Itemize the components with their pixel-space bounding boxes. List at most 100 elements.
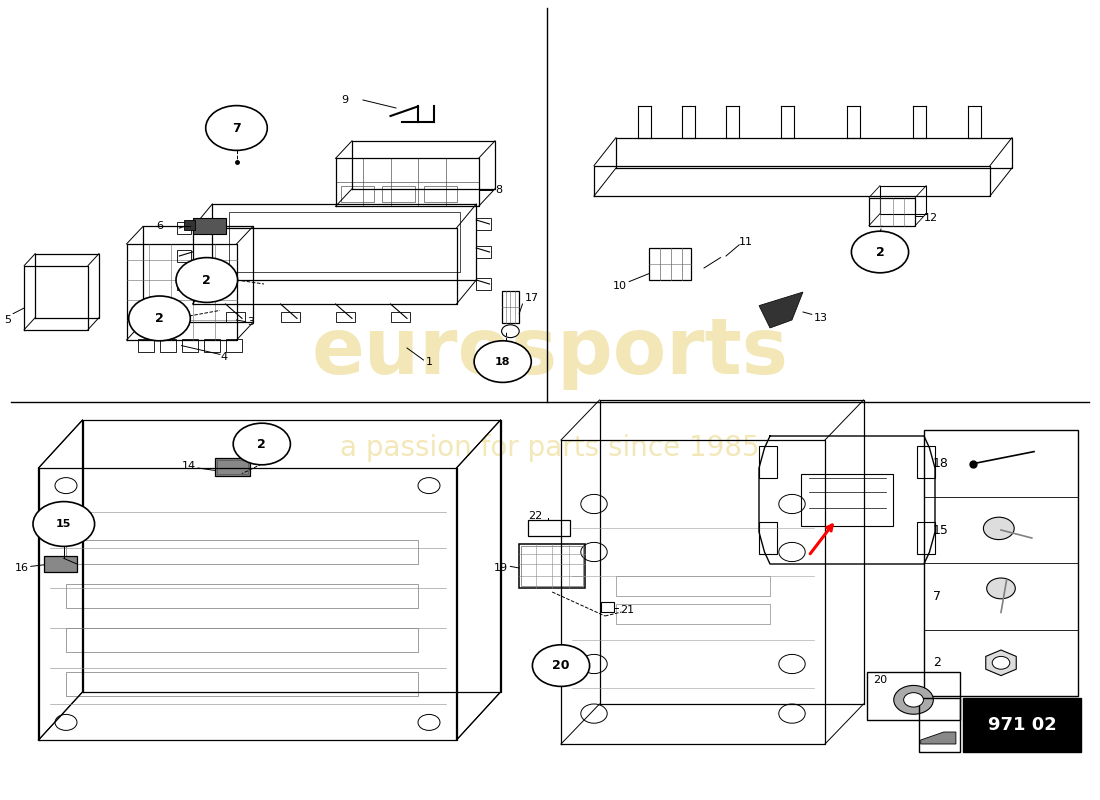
Text: 20: 20: [552, 659, 570, 672]
Bar: [177, 250, 191, 262]
Text: 14: 14: [182, 461, 196, 470]
Text: 18: 18: [495, 357, 510, 366]
Text: 16: 16: [14, 563, 29, 573]
Bar: [336, 312, 355, 322]
Text: 15: 15: [933, 523, 948, 537]
Bar: [66, 540, 418, 564]
Circle shape: [206, 106, 267, 150]
Polygon shape: [759, 292, 803, 328]
Bar: [502, 291, 519, 323]
Circle shape: [779, 494, 805, 514]
Bar: [521, 546, 583, 586]
Text: a passion for parts since 1985: a passion for parts since 1985: [340, 434, 760, 462]
Text: 20: 20: [873, 675, 888, 685]
Bar: [177, 222, 191, 234]
Text: 7: 7: [933, 590, 940, 603]
Text: 2: 2: [257, 438, 266, 450]
Bar: [226, 339, 242, 352]
Text: 2: 2: [155, 312, 164, 325]
Bar: [44, 556, 77, 572]
Text: 2: 2: [933, 656, 940, 670]
Bar: [382, 186, 415, 202]
Text: 5: 5: [4, 315, 11, 325]
Bar: [476, 278, 491, 290]
Bar: [601, 602, 614, 612]
Text: 2: 2: [202, 274, 211, 286]
Text: 17: 17: [525, 293, 539, 302]
Bar: [917, 522, 935, 554]
Bar: [917, 446, 935, 478]
Bar: [214, 458, 250, 476]
Circle shape: [779, 704, 805, 723]
Circle shape: [904, 693, 924, 707]
Circle shape: [418, 714, 440, 730]
Bar: [424, 186, 456, 202]
Bar: [66, 628, 418, 652]
Bar: [184, 220, 195, 230]
Circle shape: [233, 423, 290, 465]
Bar: [341, 186, 374, 202]
Circle shape: [779, 654, 805, 674]
Bar: [918, 698, 960, 752]
Bar: [649, 248, 691, 280]
Text: eurosports: eurosports: [311, 314, 789, 390]
Bar: [759, 446, 777, 478]
Bar: [616, 576, 770, 596]
Circle shape: [581, 654, 607, 674]
Bar: [390, 312, 410, 322]
Bar: [616, 604, 770, 624]
Bar: [182, 339, 198, 352]
Circle shape: [893, 686, 933, 714]
Bar: [924, 430, 1078, 696]
Circle shape: [418, 478, 440, 494]
Circle shape: [581, 494, 607, 514]
Bar: [801, 474, 893, 526]
Circle shape: [987, 578, 1015, 598]
Circle shape: [983, 517, 1014, 539]
Circle shape: [33, 502, 95, 546]
Text: 21: 21: [620, 606, 635, 615]
Text: 971 02: 971 02: [988, 716, 1056, 734]
Bar: [177, 278, 191, 290]
Bar: [226, 312, 245, 322]
Polygon shape: [921, 732, 956, 744]
Circle shape: [581, 542, 607, 562]
Text: 12: 12: [924, 213, 938, 222]
Circle shape: [851, 231, 909, 273]
Circle shape: [176, 258, 238, 302]
Bar: [476, 218, 491, 230]
Text: 22: 22: [528, 511, 542, 521]
Bar: [519, 544, 585, 588]
Bar: [217, 460, 248, 474]
Bar: [867, 672, 960, 720]
Bar: [869, 198, 915, 226]
Text: 8: 8: [495, 186, 502, 195]
Bar: [192, 218, 226, 234]
Circle shape: [55, 714, 77, 730]
Bar: [204, 339, 220, 352]
Bar: [138, 339, 154, 352]
Text: 3: 3: [248, 317, 254, 326]
Circle shape: [992, 656, 1010, 669]
Text: 7: 7: [232, 122, 241, 134]
Bar: [476, 246, 491, 258]
Bar: [160, 339, 176, 352]
Text: 1: 1: [426, 357, 432, 366]
Bar: [280, 312, 300, 322]
Text: 13: 13: [814, 313, 828, 322]
Text: 18: 18: [933, 457, 948, 470]
Text: 15: 15: [56, 519, 72, 529]
Bar: [759, 522, 777, 554]
Circle shape: [779, 542, 805, 562]
Text: 2: 2: [876, 246, 884, 258]
Text: 9: 9: [341, 95, 348, 105]
Circle shape: [532, 645, 590, 686]
Circle shape: [474, 341, 531, 382]
Polygon shape: [986, 650, 1016, 675]
Bar: [66, 584, 418, 608]
Circle shape: [55, 478, 77, 494]
Text: 11: 11: [739, 237, 754, 246]
Bar: [66, 672, 418, 696]
Circle shape: [502, 325, 519, 338]
Circle shape: [581, 704, 607, 723]
